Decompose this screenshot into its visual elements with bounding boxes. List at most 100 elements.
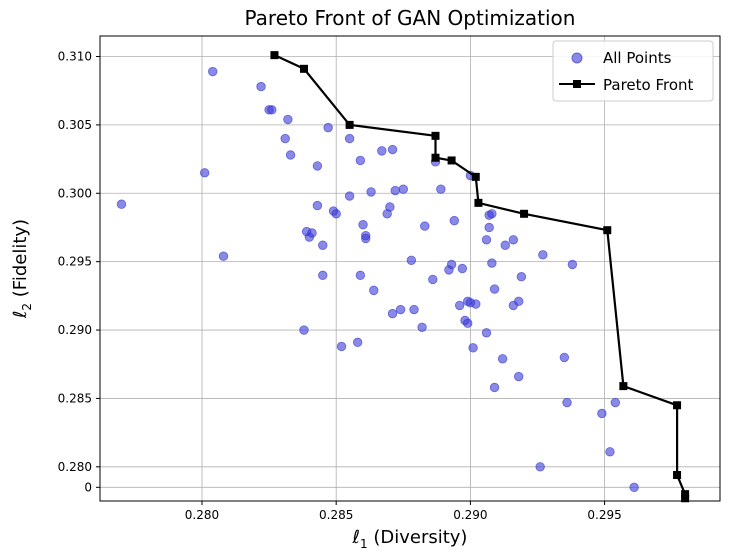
data-point: [280, 133, 290, 144]
y-tick-label: 0.290: [58, 323, 92, 337]
pareto-point: [345, 120, 354, 129]
pareto-point: [673, 401, 682, 410]
data-point: [366, 187, 376, 197]
pareto-point: [431, 131, 440, 140]
scatter-layer: [116, 66, 639, 493]
data-point: [629, 482, 639, 493]
y-tick-label: 0.300: [58, 186, 92, 200]
data-point: [312, 161, 323, 171]
pareto-point: [681, 494, 690, 503]
legend-pareto-front-label: Pareto Front: [603, 76, 694, 94]
data-point: [471, 299, 481, 309]
pareto-point: [431, 153, 440, 162]
data-point: [487, 209, 497, 219]
data-point: [116, 199, 127, 209]
data-point: [409, 304, 419, 315]
data-point: [344, 191, 355, 201]
pareto-point: [447, 156, 456, 165]
data-point: [355, 270, 366, 281]
data-point: [562, 397, 572, 408]
legend: All Points Pareto Front: [552, 40, 714, 102]
data-point: [610, 397, 621, 408]
y-tick-label: 0.310: [58, 50, 92, 64]
data-point: [390, 185, 400, 196]
data-point: [454, 300, 465, 311]
data-point: [500, 240, 510, 250]
data-point: [318, 240, 328, 250]
grid-layer: [100, 36, 720, 501]
y-axis-title-sub: 2: [20, 303, 34, 311]
data-point: [489, 284, 500, 294]
data-point: [355, 155, 366, 166]
pareto-point: [471, 172, 480, 181]
data-point: [256, 81, 266, 92]
data-point: [336, 341, 347, 352]
y-axis-title-rest: (Fidelity): [10, 219, 31, 303]
data-point: [481, 328, 492, 338]
data-point: [377, 146, 387, 156]
data-point: [463, 318, 473, 328]
data-point: [358, 220, 368, 230]
y-tick-label: 0.285: [58, 391, 92, 405]
plot-frame: [99, 35, 721, 502]
legend-all-points-label: All Points: [603, 49, 672, 67]
data-point: [538, 250, 548, 260]
data-point: [267, 105, 277, 115]
data-point: [605, 447, 615, 457]
data-point: [395, 304, 406, 315]
pareto-point: [603, 226, 612, 235]
x-axis-title-symbol: ℓ: [352, 527, 360, 548]
y-axis-title: ℓ2 (Fidelity): [10, 219, 34, 319]
data-point: [481, 235, 492, 245]
data-point: [218, 251, 229, 261]
data-point: [331, 209, 341, 219]
data-point: [361, 233, 371, 244]
x-tick-label: 0.285: [319, 508, 353, 522]
pareto-point: [270, 51, 279, 60]
pareto-point: [619, 382, 628, 391]
data-point: [446, 259, 457, 270]
data-point: [514, 371, 524, 382]
legend-pareto-marker: [573, 80, 581, 88]
y-tick-label: 0: [84, 480, 92, 494]
data-point: [514, 296, 524, 307]
x-tick-label: 0.280: [185, 508, 219, 522]
chart-title: Pareto Front of GAN Optimization: [245, 6, 576, 30]
y-tick-label: 0.305: [58, 118, 92, 132]
data-point: [420, 221, 430, 231]
data-point: [283, 114, 293, 125]
data-point: [199, 168, 210, 178]
pareto-point: [474, 198, 483, 207]
data-point: [344, 133, 355, 144]
x-tick-label: 0.295: [587, 508, 621, 522]
x-axis-title: ℓ1 (Diversity): [352, 527, 468, 551]
data-point: [487, 258, 497, 268]
data-point: [567, 259, 578, 270]
data-point: [535, 462, 545, 472]
data-point: [597, 408, 607, 419]
data-point: [508, 235, 519, 245]
pareto-point: [520, 209, 529, 218]
data-point: [312, 200, 323, 211]
data-point: [436, 184, 446, 194]
data-point: [406, 255, 417, 265]
pareto-point: [673, 471, 682, 480]
data-point: [417, 322, 427, 333]
y-tick-label: 0.280: [58, 460, 92, 474]
pareto-front-layer: [270, 51, 690, 503]
data-point: [387, 308, 398, 319]
data-point: [369, 285, 379, 296]
data-point: [398, 184, 408, 194]
data-point: [559, 352, 570, 363]
data-point: [323, 122, 333, 133]
data-point: [318, 270, 328, 281]
data-point: [307, 228, 317, 238]
data-point: [208, 66, 218, 77]
data-point: [449, 215, 459, 226]
data-point: [428, 274, 438, 285]
data-point: [484, 222, 494, 233]
data-point: [285, 150, 296, 160]
data-point: [387, 144, 398, 155]
